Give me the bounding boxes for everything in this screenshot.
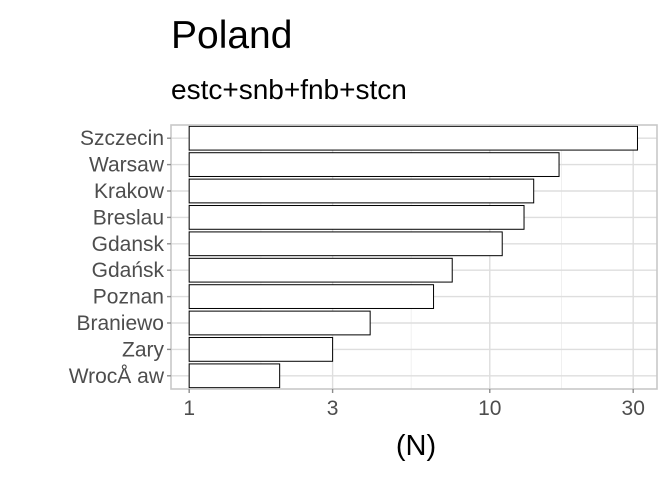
- x-tick-label: 10: [478, 397, 501, 420]
- y-tick-label: Zary: [122, 338, 165, 361]
- y-tick-label: Krakow: [94, 180, 165, 203]
- y-tick-label: Breslau: [93, 206, 164, 229]
- plot-panel: [170, 124, 658, 390]
- bar-3: [188, 205, 525, 230]
- y-tick-label: Gdańsk: [92, 259, 165, 282]
- x-tick-label: 30: [622, 397, 645, 420]
- bar-2: [188, 178, 535, 204]
- bar-5: [188, 257, 453, 283]
- bar-8: [188, 337, 334, 362]
- chart-title: Poland: [171, 14, 292, 57]
- x-tick-label: 3: [327, 397, 339, 420]
- x-axis-label: (N): [396, 430, 436, 462]
- y-tick-label: Szczecin: [80, 127, 164, 150]
- y-tick-label: Warsaw: [89, 154, 165, 177]
- bar-4: [188, 231, 503, 257]
- bar-1: [188, 152, 560, 177]
- x-tick-label: 1: [183, 397, 195, 420]
- chart-subtitle: estc+snb+fnb+stcn: [171, 74, 407, 105]
- y-tick-label: Gdansk: [92, 233, 165, 256]
- bar-7: [188, 310, 371, 336]
- bar-6: [188, 284, 435, 309]
- y-tick-label: Poznan: [93, 286, 164, 309]
- y-tick-label: Braniewo: [76, 312, 164, 335]
- bar-9: [188, 363, 281, 389]
- bar-0: [188, 125, 638, 151]
- bars-group: [188, 125, 638, 389]
- y-axis: Szczecin Warsaw Krakow Breslau Gdansk Gdańsk P…: [69, 127, 171, 388]
- y-tick-label: WrocÅ aw: [69, 365, 165, 388]
- x-axis: 1 3 10 30: [183, 389, 645, 420]
